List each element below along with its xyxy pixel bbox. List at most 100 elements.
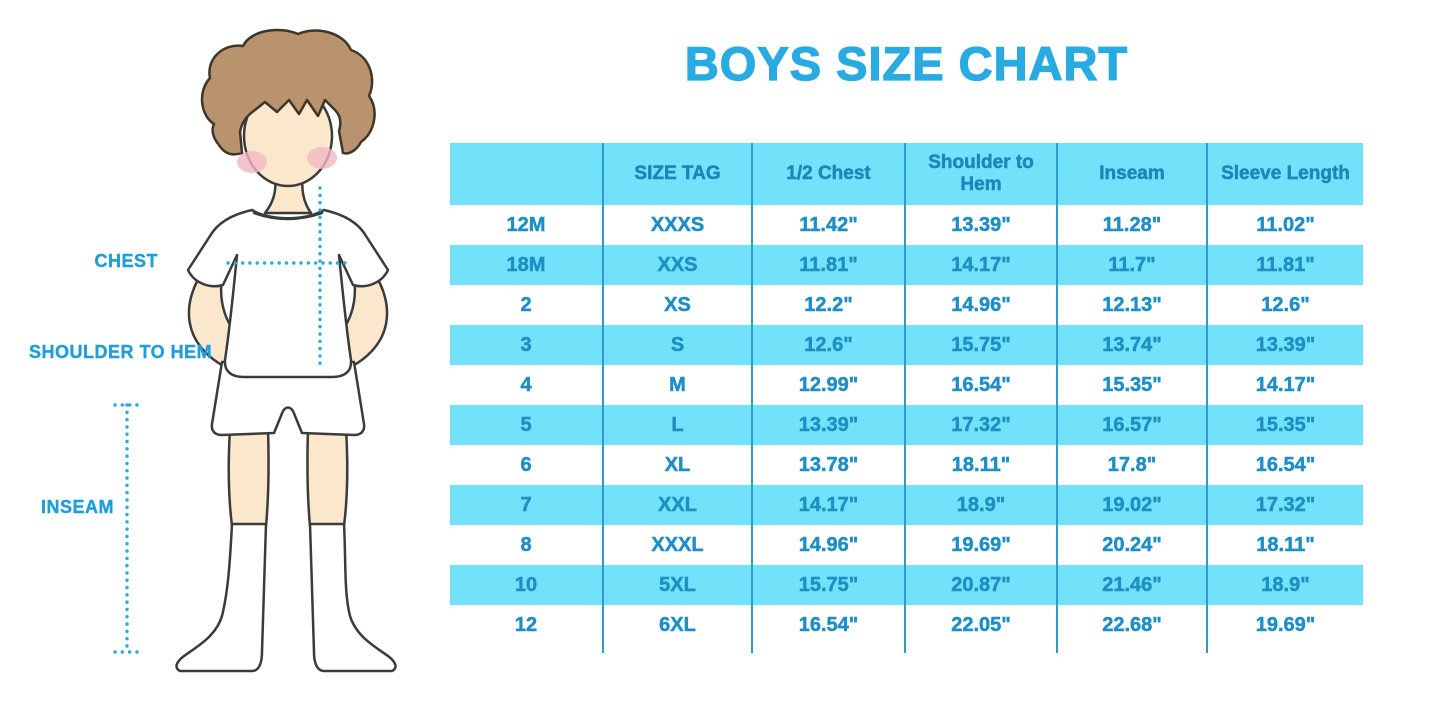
table-row: 5 L 13.39" 17.32" 16.57" 15.35": [450, 405, 1363, 445]
table-cell: XXXS: [602, 205, 752, 245]
table-tail-cell: [1056, 645, 1207, 653]
table-cell: 6XL: [602, 605, 752, 645]
table-cell: 19.69": [904, 525, 1057, 565]
column-header-half-chest: 1/2 Chest: [751, 143, 905, 205]
chest-label: CHEST: [94, 251, 158, 271]
table-cell: 13.39": [904, 205, 1057, 245]
table-cell: 11.02": [1206, 205, 1363, 245]
table-cell: 12.6": [1206, 285, 1363, 325]
table-cell: 18M: [450, 245, 603, 285]
table-cell: 14.96": [751, 525, 905, 565]
table-row: 12 6XL 16.54" 22.05" 22.68" 19.69": [450, 605, 1363, 645]
table-cell: 5XL: [602, 565, 752, 605]
inseam-label: INSEAM: [40, 497, 114, 517]
column-header-shoulder-to-hem: Shoulder to Hem: [904, 143, 1057, 205]
table-row: 10 5XL 15.75" 20.87" 21.46" 18.9": [450, 565, 1363, 605]
table-cell: 11.81": [751, 245, 905, 285]
table-cell: 21.46": [1056, 565, 1207, 605]
table-cell: XXXL: [602, 525, 752, 565]
table-cell: 12.13": [1056, 285, 1207, 325]
table-cell: 16.54": [751, 605, 905, 645]
table-cell: XS: [602, 285, 752, 325]
boy-left-leg: [227, 427, 270, 528]
table-cell: 14.17": [1206, 365, 1363, 405]
table-row: 6 XL 13.78" 18.11" 17.8" 16.54": [450, 445, 1363, 485]
table-row: 4 M 12.99" 16.54" 15.35" 14.17": [450, 365, 1363, 405]
boy-collar-line: [252, 211, 324, 221]
table-cell: 18.11": [1206, 525, 1363, 565]
table-row: 7 XXL 14.17" 18.9" 19.02" 17.32": [450, 485, 1363, 525]
figure-area: CHEST SHOULDER TO HEM INSEAM: [0, 0, 450, 723]
table-cell: 11.28": [1056, 205, 1207, 245]
table-cell: 22.05": [904, 605, 1057, 645]
boy-illustration: [175, 28, 397, 673]
table-tail-cell: [602, 645, 752, 653]
table-cell: XXL: [602, 485, 752, 525]
boy-hair: [200, 28, 376, 156]
boy-left-blush: [237, 151, 267, 173]
table-cell: 18.9": [904, 485, 1057, 525]
boy-right-leg: [306, 427, 349, 528]
boy-left-sock: [175, 522, 268, 673]
table-cell: 13.74": [1056, 325, 1207, 365]
table-cell: 5: [450, 405, 603, 445]
table-cell: 15.75": [751, 565, 905, 605]
table-cell: 15.75": [904, 325, 1057, 365]
table-cell: 2: [520, 293, 532, 316]
boy-right-sock: [308, 522, 397, 673]
table-cell: 17.32": [904, 405, 1057, 445]
table-cell: 18.9": [1206, 565, 1363, 605]
table-cell: 16.54": [1206, 445, 1363, 485]
table-cell: 20.87": [904, 565, 1057, 605]
table-cell: 11.42": [751, 205, 905, 245]
table-cell: 22.68": [1056, 605, 1207, 645]
table-cell: 17.32": [1206, 485, 1363, 525]
table-tail-cell: [904, 645, 1057, 653]
table-cell: L: [602, 405, 752, 445]
table-cell: 13.39": [1206, 325, 1363, 365]
table-cell: 12.99": [751, 365, 905, 405]
table-tail-cell: [751, 645, 905, 653]
table-cell: S: [602, 325, 752, 365]
column-header-size: [450, 143, 603, 205]
table-cell: 19.02": [1056, 485, 1207, 525]
boy-shirt: [186, 208, 390, 379]
table-cell: 12.6": [751, 325, 905, 365]
table-cell: 3: [450, 325, 603, 365]
table-cell: 14.17": [751, 485, 905, 525]
column-header-sleeve-length: Sleeve Length: [1206, 143, 1363, 205]
table-cell: 7: [450, 485, 603, 525]
table-cell: 16.54": [904, 365, 1057, 405]
table-cell: 12: [514, 613, 538, 636]
table-cell: 6: [520, 453, 532, 476]
boy-shorts: [210, 360, 366, 437]
table-cell: 11.7": [1056, 245, 1207, 285]
table-cell: 8: [520, 533, 532, 556]
table-cell: 12M: [506, 213, 546, 236]
table-cell: 15.35": [1056, 365, 1207, 405]
table-cell: XL: [602, 445, 752, 485]
table-cell: 16.57": [1056, 405, 1207, 445]
table-cell: 15.35": [1206, 405, 1363, 445]
page-title: BOYS SIZE CHART: [684, 36, 1129, 90]
table-row: 2 XS 12.2" 14.96" 12.13" 12.6": [450, 285, 1363, 325]
table-row: 3 S 12.6" 15.75" 13.74" 13.39": [450, 325, 1363, 365]
size-chart-table: SIZE TAG 1/2 Chest Shoulder to Hem Insea…: [450, 143, 1363, 653]
header-row: SIZE TAG 1/2 Chest Shoulder to Hem Insea…: [450, 143, 1363, 205]
table-cell: XXS: [602, 245, 752, 285]
table-tail-cell: [1206, 645, 1363, 653]
table-cell: 14.17": [904, 245, 1057, 285]
table-cell: 18.11": [904, 445, 1057, 485]
column-header-inseam: Inseam: [1056, 143, 1207, 205]
table-cell: 19.69": [1206, 605, 1363, 645]
table-cell: 4: [520, 373, 532, 396]
table-cell: 13.78": [751, 445, 905, 485]
table-cell: 12.2": [751, 285, 905, 325]
table-tail-cell: [450, 645, 603, 653]
table-row: 18M XXS 11.81" 14.17" 11.7" 11.81": [450, 245, 1363, 285]
table-cell: 13.39": [751, 405, 905, 445]
table-cell: 14.96": [904, 285, 1057, 325]
table-cell: 20.24": [1056, 525, 1207, 565]
table-cell: 17.8": [1056, 445, 1207, 485]
table-row: 8 XXXL 14.96" 19.69" 20.24" 18.11": [450, 525, 1363, 565]
